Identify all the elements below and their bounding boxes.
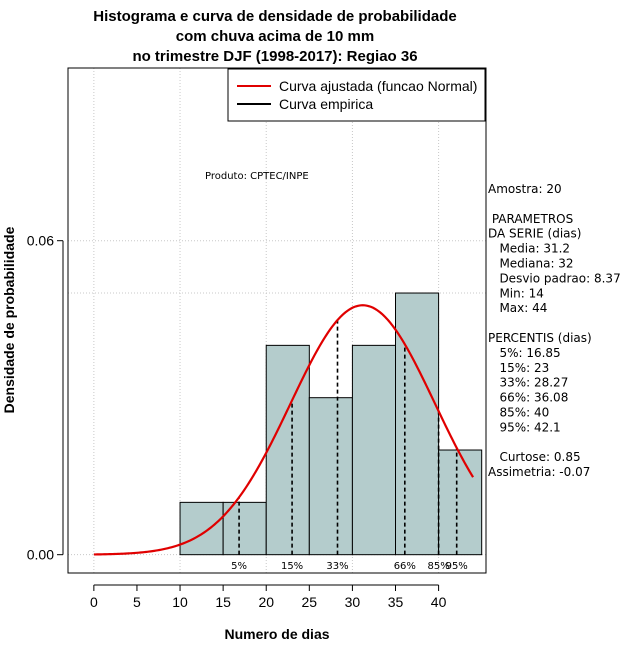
histogram-bar — [222, 501, 267, 556]
percentile-label: 95% — [446, 561, 468, 572]
normal-curve — [93, 304, 475, 556]
stats-line: Mediana: 32 — [488, 257, 574, 271]
x-tick-label: 35 — [388, 594, 404, 610]
chart-title: Histograma e curva de densidade de proba… — [93, 8, 456, 65]
histogram-bar — [179, 501, 224, 556]
legend-box — [227, 68, 486, 122]
histogram-bar — [308, 397, 353, 556]
stats-line: 5%: 16.85 — [488, 346, 561, 360]
normal-curve-line — [93, 304, 475, 556]
percentile-label: 66% — [394, 561, 416, 572]
product-annotation: Produto: CPTEC/INPE — [205, 171, 309, 182]
stats-line: Media: 31.2 — [488, 242, 570, 256]
chart-title-line: no trimestre DJF (1998-2017): Regiao 36 — [132, 48, 417, 65]
stats-line: 33%: 28.27 — [488, 376, 568, 390]
stats-line: Amostra: 20 — [488, 182, 562, 196]
x-tick-label: 25 — [302, 594, 318, 610]
x-tick-label: 20 — [258, 594, 274, 610]
y-tick-label: 0.00 — [27, 547, 54, 563]
x-tick-label: 30 — [345, 594, 361, 610]
x-axis-title: Numero de dias — [224, 626, 329, 642]
histogram-bar — [438, 449, 483, 556]
stats-line: 95%: 42.1 — [488, 420, 561, 434]
stats-line: 15%: 23 — [488, 361, 549, 375]
stats-line: Curtose: 0.85 — [488, 450, 581, 464]
histogram-bars — [179, 292, 483, 556]
stats-line: PERCENTIS (dias) — [488, 331, 592, 345]
x-tick-label: 40 — [431, 594, 447, 610]
stats-line: 85%: 40 — [488, 406, 549, 420]
stats-line: Max: 44 — [488, 301, 547, 315]
percentile-label: 5% — [231, 561, 247, 572]
percentile-label: 33% — [326, 561, 348, 572]
y-tick-label: 0.06 — [27, 233, 54, 249]
axes: 0 5 10 15 20 25 30 35 40 0.00 0.06 Numero de dias De… — [1, 226, 447, 642]
x-tick-label: 5 — [133, 594, 141, 610]
legend-entry: Curva empirica — [279, 96, 373, 112]
stats-line: DA SERIE (dias) — [488, 227, 581, 241]
chart-title-line: Histograma e curva de densidade de proba… — [93, 8, 456, 25]
x-tick-label: 15 — [215, 594, 231, 610]
x-tick-label: 10 — [172, 594, 188, 610]
histogram-bar — [351, 344, 397, 556]
stats-line: PARAMETROS — [488, 212, 573, 226]
percentile-markers: 5% 15% 33% 66% 85%95% — [231, 320, 468, 572]
histogram-bar — [395, 292, 440, 556]
stats-line: Assimetria: -0.07 — [488, 465, 590, 479]
percentile-label: 85% — [427, 561, 449, 572]
y-axis-title: Densidade de probabilidade — [1, 226, 17, 413]
plot-frame — [67, 67, 487, 574]
chart-title-line: com chuva acima de 10 mm — [176, 28, 374, 45]
stats-line: Desvio padrao: 8.37 — [488, 271, 621, 285]
x-tick-label: 0 — [90, 594, 98, 610]
stats-line: 66%: 36.08 — [488, 391, 568, 405]
legend-entry: Curva ajustada (funcao Normal) — [279, 78, 477, 94]
legend: Curva ajustada (funcao Normal) Curva empi… — [227, 68, 486, 122]
percentile-label: 15% — [281, 561, 303, 572]
stats-line: Min: 14 — [488, 286, 544, 300]
